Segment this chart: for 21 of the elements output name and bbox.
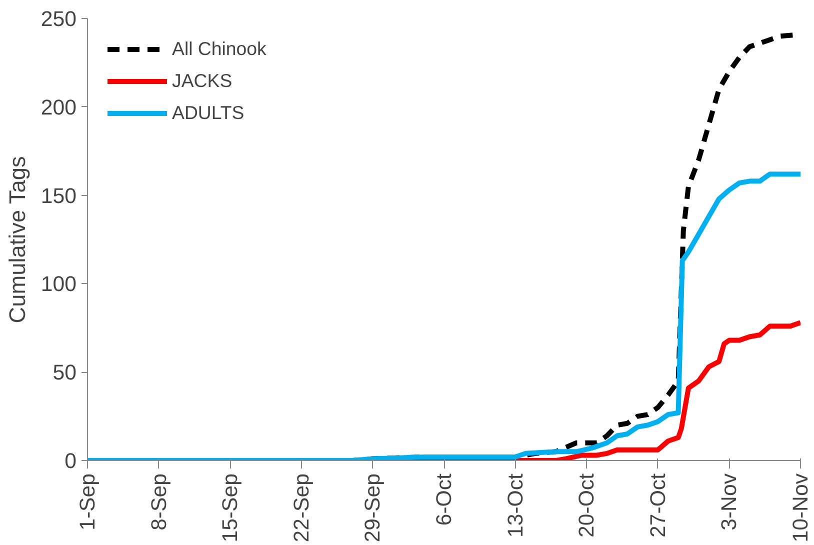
x-tick-label: 1-Sep <box>76 473 100 530</box>
x-tick-label: 15-Sep <box>218 473 242 542</box>
x-tick-label: 22-Sep <box>289 473 314 542</box>
x-tick-label: 6-Oct <box>432 473 456 526</box>
x-tick-label: 10-Nov <box>788 473 812 542</box>
x-tick-label: 8-Sep <box>146 473 171 530</box>
y-tick-label: 150 <box>40 184 77 208</box>
x-tick-label: 20-Oct <box>574 473 599 538</box>
legend-label: All Chinook <box>172 38 266 60</box>
y-tick-label: 250 <box>40 7 77 31</box>
y-tick-label: 100 <box>40 272 77 296</box>
y-axis-title: Cumulative Tags <box>4 156 30 324</box>
x-tick-label: 29-Sep <box>360 473 385 542</box>
y-tick-label: 0 <box>64 449 77 473</box>
y-tick-label: 50 <box>52 360 77 385</box>
x-tick-label: 27-Oct <box>646 473 670 538</box>
legend-label: ADULTS <box>172 102 244 124</box>
y-tick-label: 200 <box>40 95 77 120</box>
x-tick-label: 3-Nov <box>717 473 742 530</box>
x-tick-label: 13-Oct <box>503 473 528 538</box>
legend-label: JACKS <box>172 70 232 92</box>
